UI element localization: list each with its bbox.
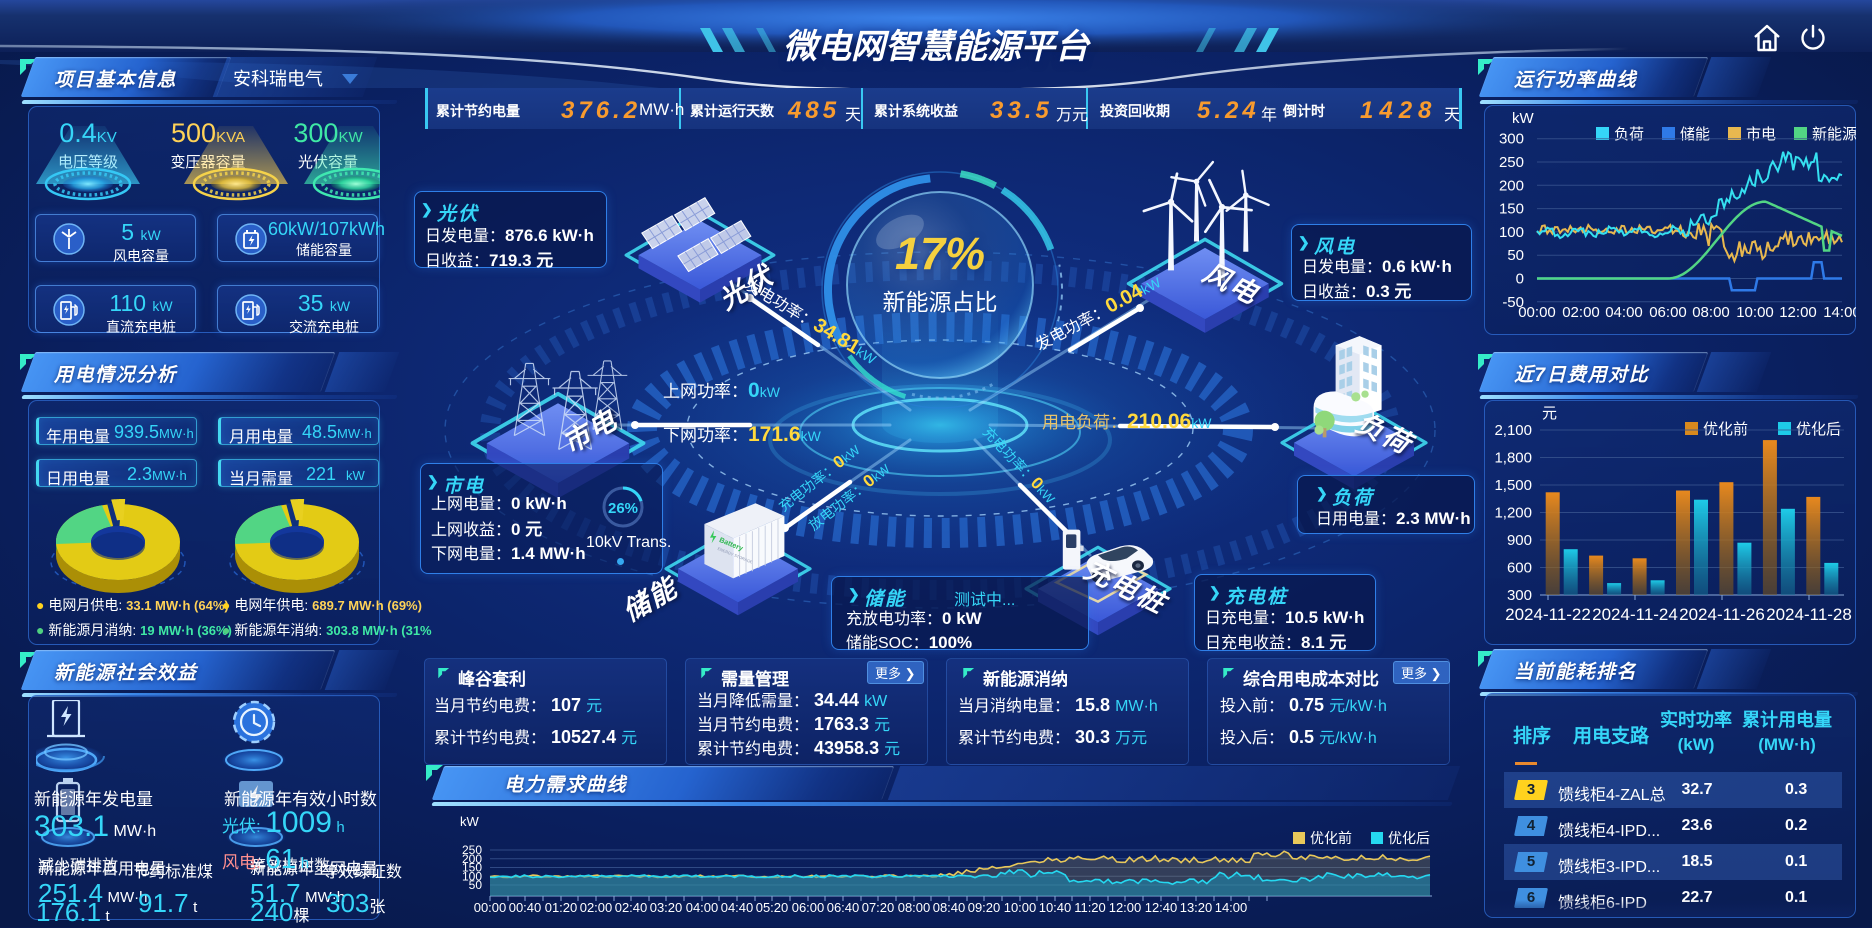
svg-text:市电: 市电 [1746, 126, 1776, 143]
svg-text:负荷: 负荷 [1614, 126, 1644, 143]
svg-text:2,100: 2,100 [1494, 422, 1532, 439]
svg-text:09:20: 09:20 [968, 900, 1001, 915]
svg-text:-50: -50 [1502, 294, 1524, 311]
svg-text:00:00: 00:00 [474, 900, 507, 915]
svg-text:1,800: 1,800 [1494, 450, 1532, 467]
svg-text:200: 200 [462, 852, 482, 866]
svg-text:06:40: 06:40 [827, 900, 860, 915]
svg-text:00:40: 00:40 [509, 900, 542, 915]
svg-text:1,200: 1,200 [1494, 505, 1532, 522]
svg-text:06:00: 06:00 [792, 900, 825, 915]
svg-text:05:20: 05:20 [756, 900, 789, 915]
svg-text:100: 100 [1499, 224, 1524, 241]
svg-text:03:20: 03:20 [650, 900, 683, 915]
svg-text:04:00: 04:00 [686, 900, 719, 915]
svg-text:250: 250 [462, 843, 482, 857]
svg-text:300: 300 [1507, 587, 1532, 604]
svg-text:04:00: 04:00 [1605, 304, 1643, 321]
svg-text:2024-11-24: 2024-11-24 [1592, 605, 1678, 624]
svg-text:07:20: 07:20 [862, 900, 895, 915]
svg-text:02:40: 02:40 [615, 900, 648, 915]
svg-text:优化前: 优化前 [1310, 830, 1352, 846]
svg-text:06:00: 06:00 [1649, 304, 1687, 321]
svg-text:储能: 储能 [1680, 126, 1710, 143]
svg-text:900: 900 [1507, 532, 1532, 549]
svg-text:02:00: 02:00 [1562, 304, 1600, 321]
svg-text:12:00: 12:00 [1109, 900, 1142, 915]
svg-text:kW: kW [460, 814, 480, 829]
svg-text:2024-11-26: 2024-11-26 [1679, 605, 1765, 624]
svg-text:02:00: 02:00 [580, 900, 613, 915]
svg-text:04:40: 04:40 [721, 900, 754, 915]
svg-text:600: 600 [1507, 560, 1532, 577]
svg-text:200: 200 [1499, 177, 1524, 194]
svg-text:14:00: 14:00 [1823, 304, 1856, 321]
svg-text:kW: kW [1512, 110, 1535, 127]
svg-text:2024-11-22: 2024-11-22 [1505, 605, 1591, 624]
svg-text:新能源: 新能源 [1812, 126, 1856, 143]
svg-text:12:00: 12:00 [1779, 304, 1817, 321]
svg-text:50: 50 [469, 878, 483, 892]
svg-text:优化后: 优化后 [1388, 830, 1430, 846]
svg-text:08:00: 08:00 [1692, 304, 1730, 321]
svg-text:250: 250 [1499, 154, 1524, 171]
svg-text:2024-11-28: 2024-11-28 [1766, 605, 1852, 624]
svg-text:11:20: 11:20 [1074, 900, 1106, 915]
svg-text:50: 50 [1507, 247, 1524, 264]
svg-text:0: 0 [1516, 271, 1524, 288]
svg-text:100: 100 [462, 869, 482, 883]
svg-text:1,500: 1,500 [1494, 477, 1532, 494]
svg-text:01:20: 01:20 [545, 900, 578, 915]
svg-text:08:40: 08:40 [933, 900, 966, 915]
svg-text:14:00: 14:00 [1215, 900, 1248, 915]
svg-text:10:00: 10:00 [1004, 900, 1037, 915]
svg-text:10:00: 10:00 [1736, 304, 1774, 321]
svg-text:10:40: 10:40 [1039, 900, 1072, 915]
svg-text:元: 元 [1542, 405, 1557, 422]
svg-text:08:00: 08:00 [898, 900, 931, 915]
svg-text:00:00: 00:00 [1518, 304, 1556, 321]
svg-text:12:40: 12:40 [1145, 900, 1178, 915]
svg-text:150: 150 [1499, 201, 1524, 218]
svg-text:300: 300 [1499, 131, 1524, 148]
svg-text:150: 150 [462, 861, 482, 875]
svg-text:26%: 26% [608, 500, 638, 517]
svg-text:13:20: 13:20 [1180, 900, 1213, 915]
